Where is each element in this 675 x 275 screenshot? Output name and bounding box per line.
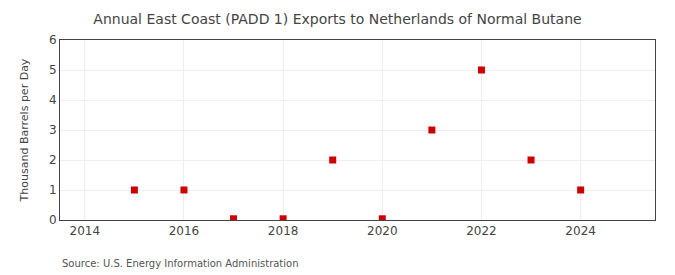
svg-text:2016: 2016 bbox=[169, 224, 200, 238]
svg-text:0: 0 bbox=[49, 213, 57, 227]
svg-text:2018: 2018 bbox=[268, 224, 299, 238]
svg-text:5: 5 bbox=[49, 63, 57, 77]
svg-text:6: 6 bbox=[49, 33, 57, 47]
svg-text:2014: 2014 bbox=[70, 224, 101, 238]
svg-text:Thousand Barrels per Day: Thousand Barrels per Day bbox=[18, 58, 31, 202]
svg-text:3: 3 bbox=[49, 123, 57, 137]
svg-text:2024: 2024 bbox=[565, 224, 596, 238]
svg-text:Source: U.S. Energy Informatio: Source: U.S. Energy Information Administ… bbox=[62, 258, 299, 269]
svg-text:1: 1 bbox=[49, 183, 57, 197]
svg-text:4: 4 bbox=[49, 93, 57, 107]
svg-text:2: 2 bbox=[49, 153, 57, 167]
svg-text:Annual East Coast (PADD 1) Exp: Annual East Coast (PADD 1) Exports to Ne… bbox=[93, 11, 581, 27]
svg-text:2022: 2022 bbox=[466, 224, 497, 238]
svg-text:2020: 2020 bbox=[367, 224, 398, 238]
